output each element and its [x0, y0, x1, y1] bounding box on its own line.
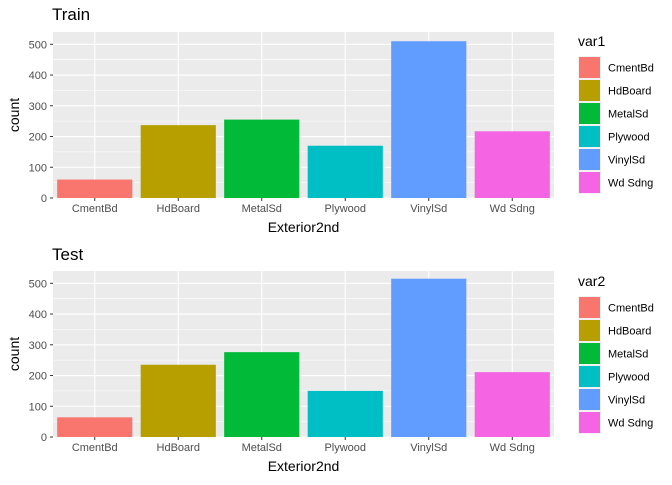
legend-swatch	[579, 103, 600, 124]
legend-label: Plywood	[608, 132, 650, 144]
x-tick-label: HdBoard	[157, 203, 200, 215]
x-tick-label: Plywood	[324, 203, 366, 215]
y-tick-label: 200	[29, 132, 47, 144]
x-tick-label: Plywood	[324, 442, 366, 454]
legend: var2 CmentBd HdBoard MetalSd Plywood VinylSd W…	[578, 273, 654, 434]
x-tick-label: HdBoard	[157, 442, 200, 454]
y-tick-label: 300	[29, 101, 47, 113]
x-tick-label: VinylSd	[410, 442, 447, 454]
legend-label: Wd Sdng	[608, 178, 653, 190]
x-tick-label: MetalSd	[242, 442, 282, 454]
legend-swatch	[579, 389, 600, 410]
bar-hdboard	[140, 125, 216, 198]
legend-title: var2	[578, 273, 605, 289]
legend-label: Wd Sdng	[608, 418, 653, 430]
y-tick-label: 0	[41, 193, 47, 205]
chart-panel-1: Test 0 100 200 300 400 500 CmentBd HdBoard MetalS…	[6, 245, 654, 474]
bar-wd-sdng	[474, 131, 550, 198]
legend-swatch	[579, 80, 600, 101]
legend-swatch	[579, 412, 600, 433]
legend-swatch	[579, 320, 600, 341]
y-tick-label: 300	[29, 340, 47, 352]
legend-title: var1	[578, 33, 605, 49]
legend-label: CmentBd	[608, 63, 654, 75]
y-tick-label: 200	[29, 371, 47, 383]
chart-panel-0: Train 0 100 200 300 400 500 CmentBd HdBoard Metal…	[6, 5, 654, 235]
legend-swatch	[579, 126, 600, 147]
bar-vinylsd	[391, 41, 467, 198]
legend-label: CmentBd	[608, 303, 654, 315]
legend-label: HdBoard	[608, 86, 651, 98]
legend-label: MetalSd	[608, 109, 648, 121]
legend-label: MetalSd	[608, 349, 648, 361]
chart-title: Train	[52, 5, 90, 24]
y-tick-label: 400	[29, 70, 47, 82]
x-tick-label: Wd Sdng	[490, 203, 535, 215]
y-tick-label: 500	[29, 39, 47, 51]
bar-metalsd	[224, 352, 300, 437]
legend-swatch	[579, 149, 600, 170]
bar-metalsd	[224, 119, 300, 198]
legend-swatch	[579, 172, 600, 193]
bar-hdboard	[140, 364, 216, 437]
legend-label: VinylSd	[608, 155, 645, 167]
bar-wd-sdng	[474, 372, 550, 437]
x-tick-label: CmentBd	[72, 203, 118, 215]
y-tick-label: 400	[29, 309, 47, 321]
chart-title: Test	[52, 245, 83, 264]
y-tick-label: 100	[29, 162, 47, 174]
y-axis-label: count	[6, 337, 22, 371]
bar-cmentbd	[57, 179, 133, 198]
legend-label: HdBoard	[608, 326, 651, 338]
y-tick-label: 0	[41, 432, 47, 444]
legend-swatch	[579, 366, 600, 387]
x-tick-label: MetalSd	[242, 203, 282, 215]
bar-vinylsd	[391, 278, 467, 437]
bar-plywood	[307, 145, 383, 198]
legend-swatch	[579, 343, 600, 364]
bar-cmentbd	[57, 417, 133, 437]
legend-label: Plywood	[608, 372, 650, 384]
bar-plywood	[307, 390, 383, 437]
legend: var1 CmentBd HdBoard MetalSd Plywood VinylSd W…	[578, 33, 654, 194]
legend-swatch	[579, 57, 600, 78]
y-tick-label: 500	[29, 278, 47, 290]
x-tick-label: CmentBd	[72, 442, 118, 454]
x-axis-label: Exterior2nd	[268, 219, 340, 235]
x-tick-label: Wd Sdng	[490, 442, 535, 454]
x-tick-label: VinylSd	[410, 203, 447, 215]
y-axis-label: count	[6, 98, 22, 132]
x-axis-label: Exterior2nd	[268, 458, 340, 474]
legend-label: VinylSd	[608, 395, 645, 407]
legend-swatch	[579, 297, 600, 318]
y-tick-label: 100	[29, 401, 47, 413]
